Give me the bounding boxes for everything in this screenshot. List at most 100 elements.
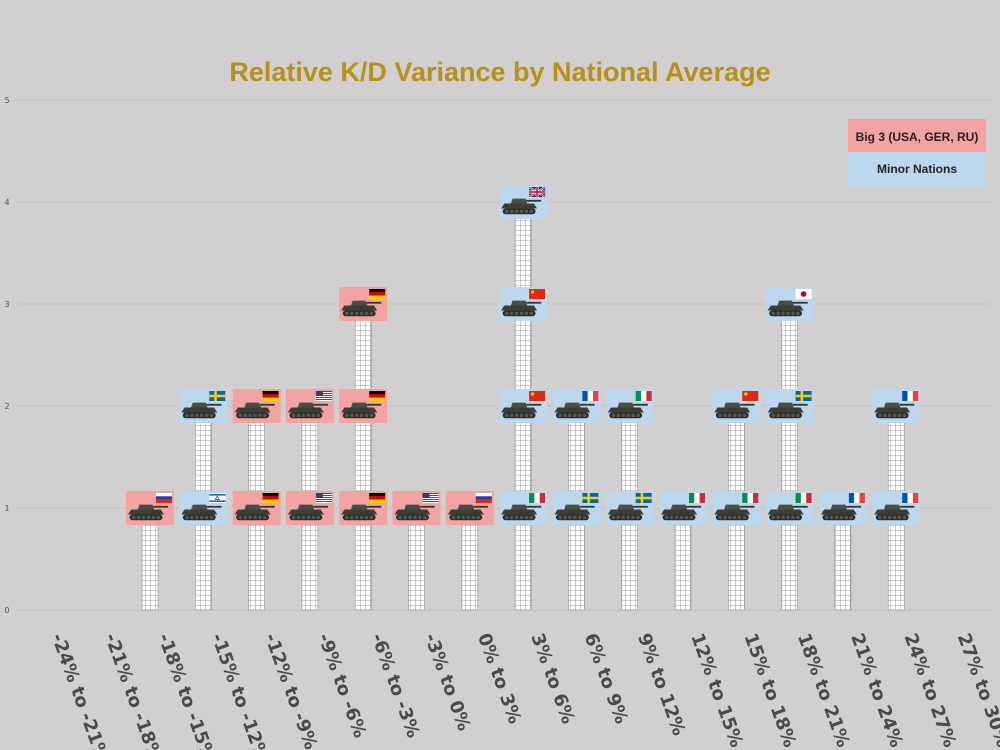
tank-icon — [234, 504, 275, 521]
flag-france-icon — [902, 391, 919, 401]
x-tick-label: 3% to 6% — [526, 631, 578, 727]
flag-russia-icon — [475, 493, 492, 503]
x-tick-label: -15% to -12% — [207, 631, 273, 750]
flag-france-icon — [582, 391, 599, 401]
tank-icon — [341, 504, 382, 521]
flag-germany-icon — [262, 493, 279, 503]
nation-tile — [179, 389, 228, 423]
nation-tile — [339, 287, 388, 321]
y-tick-label: 2 — [4, 402, 9, 411]
nation-tile — [499, 185, 548, 219]
nation-tile — [339, 389, 388, 423]
nation-tile — [872, 389, 921, 423]
tank-icon — [181, 504, 222, 521]
flag-germany-icon — [369, 391, 386, 401]
tank-icon — [501, 300, 542, 317]
y-axis: 0 1 2 3 4 5 — [4, 96, 9, 615]
nation-tile — [765, 287, 814, 321]
legend-swatch-big3 — [848, 119, 986, 154]
tank-icon — [874, 402, 915, 419]
tank-icon — [874, 504, 915, 521]
x-tick-label: 27% to 30% — [953, 631, 1000, 750]
x-tick-label: 24% to 27% — [900, 631, 961, 750]
flag-sweden-icon — [582, 493, 599, 503]
flag-italy-icon — [742, 493, 759, 503]
tank-icon — [501, 402, 542, 419]
tank-icon — [714, 504, 755, 521]
nation-tile — [179, 491, 228, 525]
x-axis: -24% to -21%-21% to -18%-18% to -15%-15%… — [47, 631, 1000, 750]
flag-italy-icon — [795, 493, 812, 503]
tank-icon — [607, 402, 648, 419]
flag-sweden-icon — [795, 391, 812, 401]
nation-tile — [232, 491, 281, 525]
flag-israel-icon — [209, 493, 226, 503]
legend: Big 3 (USA, GER, RU) Minor Nations — [848, 119, 986, 187]
nation-tile — [126, 491, 174, 525]
x-tick-label: 12% to 15% — [686, 631, 747, 750]
bar — [781, 303, 798, 611]
flag-italy-icon — [529, 493, 546, 503]
nation-tile — [499, 491, 548, 525]
tank-icon — [660, 504, 702, 521]
tank-icon — [714, 402, 755, 419]
y-tick-label: 3 — [4, 300, 9, 309]
flag-china-icon — [742, 391, 759, 401]
nation-tile — [552, 389, 601, 423]
nation-tile — [552, 491, 601, 525]
flag-france-icon — [902, 493, 919, 503]
tank-icon — [554, 504, 595, 521]
tank-icon — [767, 402, 808, 419]
tank-icon — [341, 300, 382, 317]
x-tick-label: -12% to -9% — [260, 631, 321, 750]
tank-icon — [287, 402, 329, 419]
x-tick-label: 15% to 18% — [740, 631, 801, 750]
nation-tile — [445, 491, 494, 525]
flag-uk-icon — [528, 186, 546, 198]
tank-icon — [501, 504, 542, 521]
nation-tile — [872, 491, 921, 525]
nation-tile — [232, 389, 281, 423]
flag-sweden-icon — [209, 391, 226, 401]
y-tick-label: 1 — [4, 504, 9, 513]
flag-usa-icon — [315, 493, 332, 503]
flag-germany-icon — [262, 391, 279, 401]
nation-tile — [499, 287, 548, 321]
x-tick-label: -6% to -3% — [367, 631, 424, 741]
tank-icon — [234, 402, 275, 419]
x-tick-label: 6% to 9% — [580, 631, 632, 727]
legend-label-big3: Big 3 (USA, GER, RU) — [856, 130, 979, 144]
flag-japan-icon — [795, 289, 812, 299]
tank-icon — [767, 300, 808, 317]
tank-icon — [394, 504, 435, 521]
tank-icon — [341, 402, 382, 419]
y-tick-label: 5 — [4, 96, 9, 105]
nation-tile — [765, 491, 814, 525]
nation-tile — [605, 491, 654, 525]
nation-tile — [818, 491, 867, 525]
flag-italy-icon — [635, 391, 652, 401]
x-tick-label: -9% to -6% — [313, 631, 370, 741]
tank-icon — [767, 504, 808, 521]
flag-sweden-icon — [635, 493, 652, 503]
tank-icon — [607, 504, 648, 521]
nation-tile — [712, 389, 761, 423]
nation-tile — [499, 389, 548, 423]
bar — [354, 303, 372, 611]
nation-tiles — [126, 185, 921, 525]
chart-title: Relative K/D Variance by National Averag… — [229, 57, 770, 87]
tank-icon — [127, 504, 169, 521]
flag-france-icon — [848, 493, 865, 503]
flag-russia-icon — [156, 493, 172, 503]
x-tick-label: 0% to 3% — [473, 631, 525, 727]
nation-tile — [339, 491, 388, 525]
x-tick-label: 18% to 21% — [793, 631, 854, 750]
tank-icon — [287, 504, 329, 521]
tank-icon — [820, 504, 862, 521]
flag-china-icon — [529, 391, 546, 401]
flag-usa-icon — [422, 493, 439, 503]
flag-china-icon — [529, 289, 546, 299]
nation-tile — [285, 491, 334, 525]
tank-icon — [447, 504, 488, 521]
nation-tile — [605, 389, 654, 423]
